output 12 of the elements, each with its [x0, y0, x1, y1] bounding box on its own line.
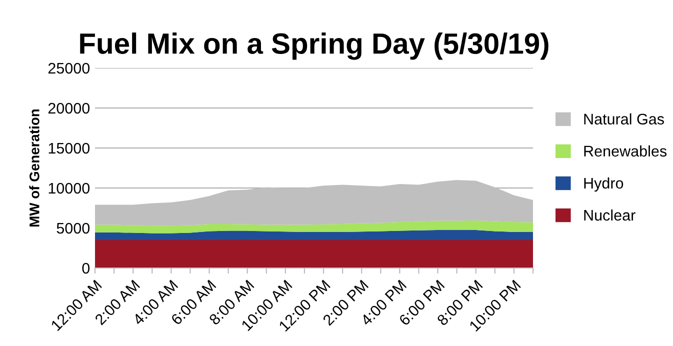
- y-tick-label: 10000: [48, 182, 90, 194]
- legend-label: Nuclear: [584, 209, 636, 221]
- y-axis-title: MW of Generation: [29, 109, 40, 226]
- y-tick-label: 15000: [48, 142, 90, 154]
- legend-label: Natural Gas: [584, 113, 664, 125]
- chart-title: Fuel Mix on a Spring Day (5/30/19): [80, 32, 548, 60]
- y-tick-label: 5000: [56, 222, 90, 234]
- y-tick-label: 0: [82, 262, 90, 274]
- legend-label: Hydro: [584, 177, 624, 192]
- legend-label: Renewables: [584, 145, 667, 157]
- y-tick-label: 25000: [48, 62, 90, 74]
- y-tick-label: 20000: [48, 102, 90, 114]
